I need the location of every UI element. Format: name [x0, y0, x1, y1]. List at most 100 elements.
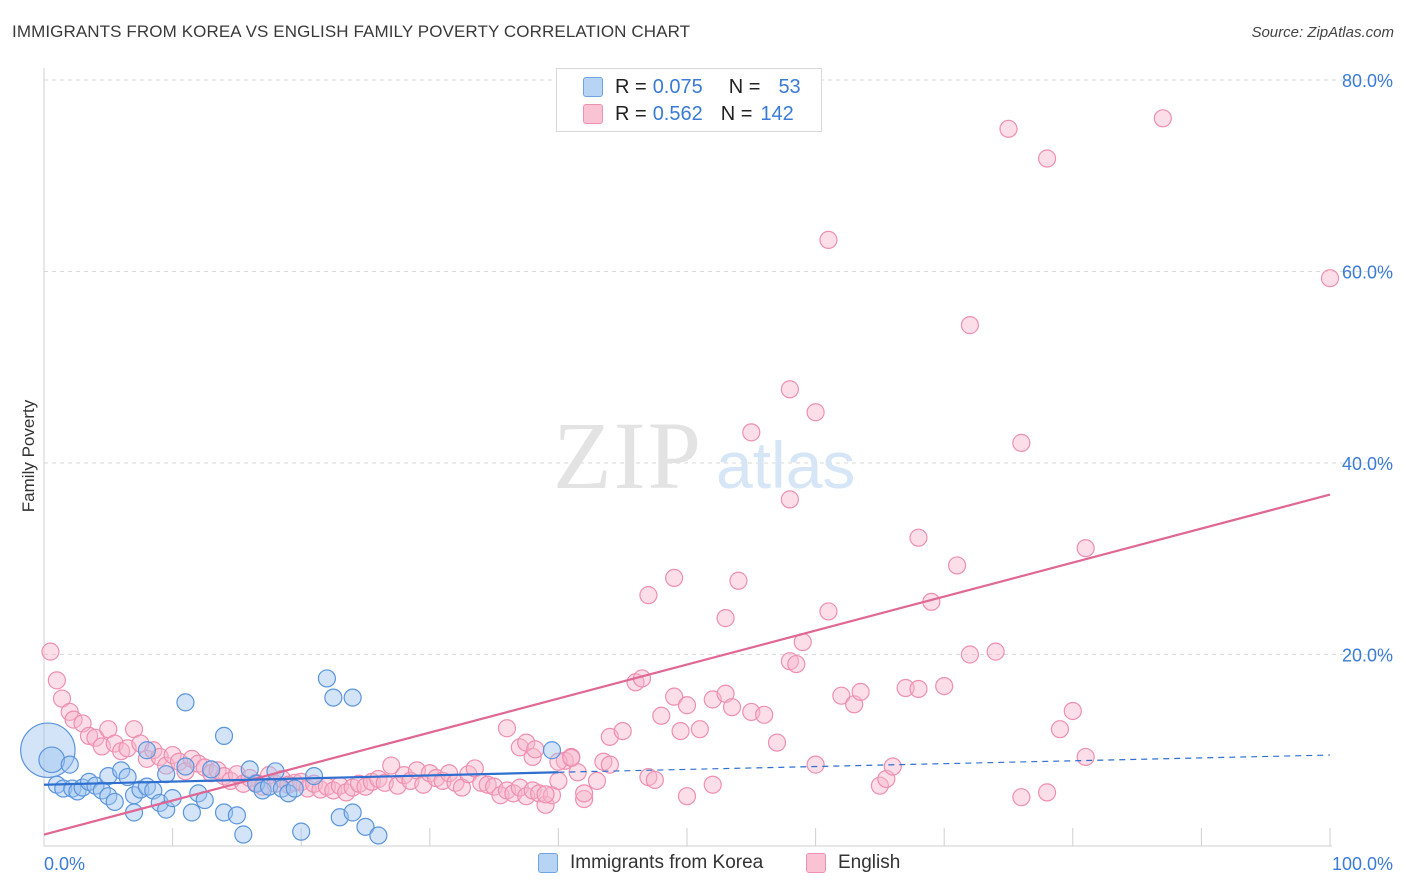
english-point: [1037, 783, 1057, 802]
english-point: [1320, 269, 1340, 288]
korea-point: [343, 688, 362, 707]
legend-label-english: English: [838, 852, 901, 873]
english-point: [1153, 109, 1172, 128]
gridlines: [44, 79, 1392, 655]
korea-point: [285, 779, 304, 798]
y-axis-title: Family Poverty: [19, 399, 38, 512]
english-point: [935, 676, 954, 696]
english-point: [851, 682, 870, 701]
y-tick-label: 20.0%: [1342, 646, 1393, 666]
korea-point: [60, 755, 79, 774]
english-point: [722, 698, 742, 717]
legend-n-value: 142: [760, 102, 794, 125]
english-point: [562, 748, 581, 768]
english-point: [665, 687, 684, 706]
english-point: [52, 689, 72, 708]
legend-swatch-english: [583, 104, 603, 124]
legend-n-label: N =: [720, 102, 753, 125]
english-point: [163, 745, 182, 765]
korea-point: [292, 822, 311, 841]
legend-swatch-english: [806, 853, 826, 873]
x-tick-label: 0.0%: [44, 854, 85, 874]
english-point: [575, 789, 594, 809]
english-point: [47, 671, 66, 690]
legend-r-value: 0.562: [652, 102, 703, 125]
legend-item-english[interactable]: English: [806, 852, 900, 874]
english-point: [806, 403, 825, 422]
english-point: [144, 741, 163, 760]
korea-points: [20, 669, 562, 845]
english-point: [497, 719, 517, 738]
korea-trend-extension: [558, 754, 1331, 773]
korea-point: [369, 826, 388, 845]
english-point: [742, 423, 761, 442]
watermark-zip: ZIP: [553, 402, 703, 509]
english-point: [729, 571, 748, 590]
english-point: [690, 720, 709, 739]
english-point: [645, 770, 664, 790]
korea-point: [317, 669, 337, 688]
english-point: [883, 757, 902, 776]
x-tick-label: 100.0%: [1332, 854, 1393, 874]
english-point: [986, 642, 1005, 661]
axis-labels: 20.0% 40.0% 60.0% 80.0% 0.0% 100.0% Family Pov…: [19, 71, 1393, 874]
y-tick-label: 60.0%: [1342, 263, 1393, 283]
legend-r-label: R =: [615, 75, 647, 98]
english-point: [526, 740, 545, 759]
english-point: [999, 119, 1018, 138]
korea-point: [234, 825, 253, 844]
english-point: [478, 775, 497, 794]
korea-point: [542, 741, 562, 760]
korea-point: [176, 693, 195, 712]
source-note: Source: ZipAtlas.com: [1251, 24, 1394, 41]
english-point: [767, 733, 787, 752]
english-point: [79, 726, 99, 745]
korea-point: [176, 757, 195, 776]
korea-point: [112, 761, 131, 780]
legend-row-english: R = 0.562 N = 142: [583, 101, 794, 127]
korea-point: [324, 688, 343, 707]
english-trend-line: [43, 493, 1331, 836]
english-point: [1050, 720, 1070, 739]
english-point: [439, 764, 459, 783]
english-point: [671, 721, 690, 741]
trend-lines: [43, 493, 1331, 836]
english-point: [716, 609, 735, 628]
korea-point: [356, 817, 375, 836]
legend-r-value: 0.075: [652, 75, 703, 98]
english-point: [536, 795, 555, 814]
english-point: [652, 706, 671, 725]
english-point: [806, 755, 825, 774]
english-point: [960, 316, 980, 335]
y-tick-label: 80.0%: [1342, 71, 1393, 91]
english-point: [677, 696, 697, 715]
english-point: [755, 705, 774, 724]
legend-n-value: 53: [778, 75, 801, 98]
english-point: [1076, 747, 1095, 767]
series-legend: Immigrants from Korea English: [0, 852, 1406, 878]
english-point: [909, 679, 928, 699]
english-point: [1012, 788, 1031, 807]
korea-point: [38, 746, 66, 774]
legend-row-korea: R = 0.075 N = 53: [583, 74, 801, 100]
english-point: [947, 556, 967, 575]
watermark-atlas: atlas: [716, 428, 855, 502]
english-point: [832, 686, 851, 705]
y-tick-label: 40.0%: [1342, 454, 1393, 474]
english-point: [1076, 539, 1095, 558]
english-point: [665, 568, 684, 588]
english-point: [896, 678, 915, 698]
english-point: [587, 771, 607, 790]
english-point: [639, 586, 658, 605]
english-point: [536, 785, 555, 804]
legend-swatch-korea: [538, 853, 558, 873]
english-point: [549, 771, 568, 790]
english-point: [600, 755, 619, 774]
english-point: [64, 710, 83, 729]
korea-point: [182, 803, 201, 822]
legend-item-korea[interactable]: Immigrants from Korea: [538, 852, 763, 874]
korea-point: [105, 792, 124, 812]
english-point: [909, 528, 928, 547]
english-point: [819, 602, 838, 621]
korea-point: [157, 765, 176, 784]
